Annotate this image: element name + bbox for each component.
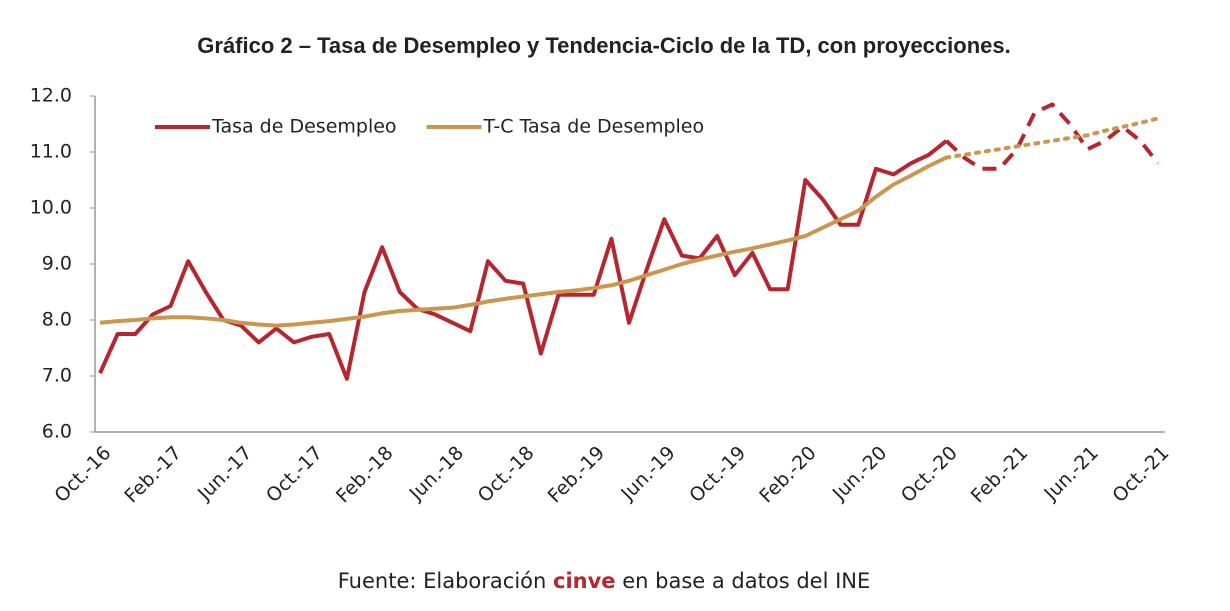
y-tick-label: 9.0 xyxy=(42,253,72,275)
chart-title: Gráfico 2 – Tasa de Desempleo y Tendenci… xyxy=(197,33,1010,58)
source-suffix: en base a datos del INE xyxy=(622,569,870,593)
source-highlight: cinve xyxy=(553,569,616,593)
series-line xyxy=(99,155,948,328)
x-tick-label: Jun.-17 xyxy=(193,442,256,505)
x-tick-label: Feb.-20 xyxy=(755,442,821,508)
x-tick-label: Oct.-18 xyxy=(474,442,539,507)
x-tick-label: Feb.-18 xyxy=(332,442,398,508)
x-tick-label: Feb.-21 xyxy=(967,442,1033,508)
legend-label: T-C Tasa de Desempleo xyxy=(483,116,705,138)
x-tick-label: Oct.-16 xyxy=(50,442,115,507)
x-tick-label: Oct.-20 xyxy=(897,442,962,507)
forecast-line xyxy=(944,116,1160,160)
forecast-line xyxy=(945,102,1160,171)
y-tick-label: 11.0 xyxy=(30,141,72,163)
y-tick-label: 10.0 xyxy=(30,197,72,219)
legend-label: Tasa de Desempleo xyxy=(211,116,397,138)
y-tick-label: 12.0 xyxy=(30,85,72,107)
x-tick-label: Feb.-17 xyxy=(120,442,186,508)
source-prefix: Fuente: Elaboración xyxy=(338,569,547,593)
x-tick-label: Jun.-21 xyxy=(1039,442,1102,505)
x-tick-label: Oct.-19 xyxy=(685,442,750,507)
x-tick-label: Feb.-19 xyxy=(544,442,610,508)
y-tick-label: 7.0 xyxy=(42,365,72,387)
x-tick-label: Jun.-18 xyxy=(405,442,468,505)
x-tick-label: Jun.-20 xyxy=(828,442,891,505)
source: Fuente: Elaboración cinve en base a dato… xyxy=(338,569,871,593)
y-tick-label: 6.0 xyxy=(42,421,72,443)
series-line xyxy=(98,139,948,381)
y-tick-label: 8.0 xyxy=(42,309,72,331)
x-tick-label: Oct.-21 xyxy=(1108,442,1173,507)
x-tick-label: Jun.-19 xyxy=(616,442,679,505)
x-tick-label: Oct.-17 xyxy=(262,442,327,507)
